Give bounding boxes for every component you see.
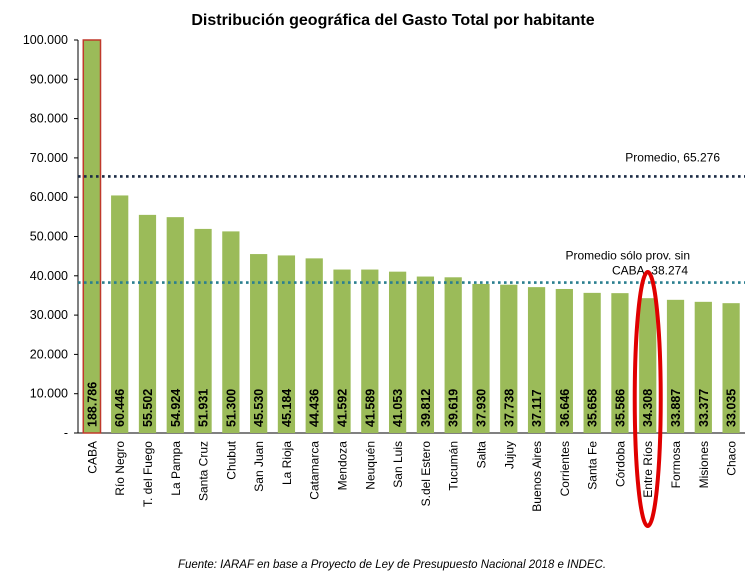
bar xyxy=(722,303,740,433)
y-tick-label: 60.000 xyxy=(30,190,68,204)
y-tick-label: 70.000 xyxy=(30,151,68,165)
category-label: Tucumán xyxy=(447,441,461,491)
category-label: Buenos Aires xyxy=(530,441,544,512)
y-tick-label: 20.000 xyxy=(30,347,68,361)
reference-line-label: Promedio, 65.276 xyxy=(625,150,720,164)
bar-value-label: 35.658 xyxy=(586,389,600,427)
bar-value-label: 51.300 xyxy=(224,389,238,427)
bar xyxy=(611,293,629,433)
y-tick-label: 100.000 xyxy=(23,33,68,47)
category-label: San Luis xyxy=(391,441,405,488)
y-tick-label: 80.000 xyxy=(30,112,68,126)
bar-value-label: 36.646 xyxy=(558,389,572,427)
category-label: CABA xyxy=(85,441,99,474)
bar-value-label: 33.887 xyxy=(669,389,683,427)
bar xyxy=(527,287,546,433)
bar-value-label: 39.812 xyxy=(419,389,433,427)
bar xyxy=(555,288,573,433)
category-label: T. del Fuego xyxy=(141,441,155,507)
bar-value-label: 51.931 xyxy=(197,389,211,427)
y-tick-label: 40.000 xyxy=(30,269,68,283)
category-label: Córdoba xyxy=(613,441,627,487)
bar xyxy=(416,276,435,433)
category-label: Chaco xyxy=(725,441,739,476)
y-tick-label: 10.000 xyxy=(30,387,68,401)
bar xyxy=(194,228,212,433)
bar-value-label: 37.117 xyxy=(530,389,544,427)
category-label: Río Negro xyxy=(113,441,127,496)
bar xyxy=(333,269,351,433)
bar xyxy=(250,254,268,433)
category-label: Neuquén xyxy=(363,441,377,490)
bar xyxy=(166,217,184,433)
bar-value-label: 39.619 xyxy=(447,389,461,427)
bar xyxy=(694,301,712,433)
bar xyxy=(111,195,129,433)
bar xyxy=(277,255,296,433)
bar-value-label: 35.586 xyxy=(613,389,627,427)
reference-line-label: Promedio sólo prov. sin xyxy=(566,249,691,263)
bar-value-label: 60.446 xyxy=(113,389,127,427)
bar-value-label: 55.502 xyxy=(141,389,155,427)
source-note: Fuente: IARAF en base a Proyecto de Ley … xyxy=(178,559,606,571)
bar-value-label: 37.930 xyxy=(474,389,488,427)
category-label: Santa Cruz xyxy=(197,441,211,501)
reference-line-label: CABA, 38.274 xyxy=(612,264,688,278)
bar xyxy=(444,277,462,433)
category-label: Entre Ríos xyxy=(641,441,655,498)
bar-value-label: 44.436 xyxy=(308,389,322,427)
bar-value-label: 37.738 xyxy=(502,389,516,427)
category-label: Mendoza xyxy=(336,441,350,491)
bar-value-label: 33.035 xyxy=(725,389,739,427)
category-labels-group: CABA Río Negro T. del Fuego La Pampa Santa C… xyxy=(85,440,738,511)
category-label: La Pampa xyxy=(169,441,183,496)
bar xyxy=(639,298,657,433)
bar-value-label: 34.308 xyxy=(641,389,655,427)
bar-value-label: 33.377 xyxy=(697,389,711,427)
bar xyxy=(138,214,157,433)
highlight-group xyxy=(632,270,663,528)
bar-value-label: 41.053 xyxy=(391,389,405,427)
bar-value-label: 54.924 xyxy=(169,389,183,427)
bar xyxy=(305,258,323,433)
category-label: Jujuy xyxy=(502,441,516,469)
y-tick-label: 90.000 xyxy=(30,72,68,86)
highlight-ellipse xyxy=(632,270,663,528)
bar-value-label: 45.184 xyxy=(280,389,294,427)
category-label: Salta xyxy=(474,441,488,469)
bar xyxy=(583,292,601,433)
category-label: La Rioja xyxy=(280,441,294,485)
bar-value-label: 188.786 xyxy=(85,382,99,427)
category-label: Catamarca xyxy=(308,441,322,500)
y-tick-label: 30.000 xyxy=(30,308,68,322)
value-labels-group: 188.786 60.446 55.502 54.924 51.931 51.300 45.… xyxy=(85,382,738,427)
bar-value-label: 41.592 xyxy=(336,389,350,427)
y-tick-labels-group: - 10.000 20.000 30.000 40.000 50.000 60.000 70.… xyxy=(23,33,78,440)
y-tick-label: - xyxy=(64,426,68,440)
bar-value-label: 45.530 xyxy=(252,389,266,427)
category-label: Chubut xyxy=(224,440,238,479)
category-label: Santa Fe xyxy=(586,441,600,490)
category-label: Corrientes xyxy=(558,441,572,496)
bar-value-label: 41.589 xyxy=(363,389,377,427)
bars-group xyxy=(82,39,740,434)
category-label: San Juan xyxy=(252,441,266,492)
category-label: S.del Estero xyxy=(419,441,433,507)
bar xyxy=(388,271,407,433)
category-label: Formosa xyxy=(669,441,683,489)
bar xyxy=(361,269,379,433)
bar xyxy=(500,284,518,433)
bar xyxy=(82,39,102,434)
y-tick-label: 50.000 xyxy=(30,230,68,244)
chart-title: Distribución geográfica del Gasto Total … xyxy=(191,12,594,29)
bar xyxy=(666,299,685,433)
bar xyxy=(472,283,490,433)
reference-lines-group: Promedio, 65.276 Promedio sólo prov. sinC… xyxy=(78,150,745,284)
category-label: Misiones xyxy=(697,441,711,488)
